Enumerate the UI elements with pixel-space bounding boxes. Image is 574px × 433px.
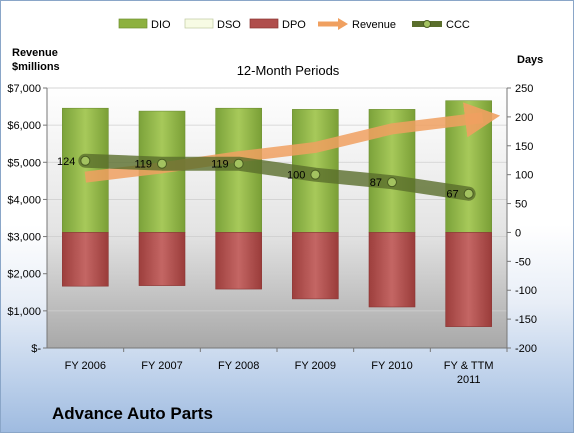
x-tick-label: FY 2009 — [295, 360, 336, 372]
axes: $- $1,000 $2,000 $3,000 $4,000 $5,000 $6,000 $7… — [7, 83, 537, 386]
bar-dpo — [138, 232, 186, 286]
bar-dpo — [292, 232, 339, 300]
left-tick-label: $6,000 — [7, 120, 41, 132]
legend-swatch — [249, 18, 279, 29]
ccc-data-label: 119 — [134, 159, 152, 171]
legend: DIO DSO DPO Revenue CCC — [118, 18, 470, 31]
right-tick-label: 200 — [515, 112, 533, 124]
x-tick-label: FY 2008 — [218, 360, 259, 372]
legend-swatch — [338, 18, 348, 30]
bar-dpo — [368, 232, 416, 308]
legend-swatch — [184, 18, 214, 29]
x-tick-label: FY 2006 — [65, 360, 106, 372]
ccc-data-label: 119 — [211, 159, 229, 171]
company-name: Advance Auto Parts — [52, 404, 213, 423]
legend-label: DSO — [217, 19, 241, 31]
ccc-data-label: 67 — [446, 189, 458, 201]
bar-dpo — [215, 232, 262, 290]
left-axis-label-line1: Revenue — [12, 47, 58, 59]
right-axis-label: Days — [517, 54, 543, 66]
right-tick-label: 0 — [515, 227, 521, 239]
left-tick-label: $1,000 — [7, 306, 41, 318]
ccc-point — [310, 169, 321, 180]
right-tick-label: 250 — [515, 83, 533, 95]
x-tick-label: 2011 — [457, 374, 481, 386]
legend-label: CCC — [446, 19, 470, 31]
right-tick-label: -100 — [515, 285, 537, 297]
left-tick-label: $- — [31, 343, 41, 355]
ccc-data-label: 87 — [370, 177, 382, 189]
left-tick-label: $7,000 — [7, 83, 41, 95]
bar-dpo — [62, 232, 109, 287]
right-tick-label: -150 — [515, 314, 537, 326]
ccc-point — [463, 188, 474, 199]
ccc-point — [80, 155, 91, 166]
ccc-point — [387, 177, 397, 188]
ccc-line — [78, 153, 476, 201]
left-axis-label-line2: $millions — [12, 61, 60, 73]
ccc-point — [233, 158, 244, 169]
left-tick-label: $4,000 — [7, 194, 41, 206]
left-tick-label: $5,000 — [7, 157, 41, 169]
ccc-point — [157, 158, 167, 169]
legend-swatch — [118, 18, 148, 29]
left-tick-label: $2,000 — [7, 269, 41, 281]
ccc-data-label: 124 — [57, 156, 75, 168]
left-tick-label: $3,000 — [7, 232, 41, 244]
legend-label: Revenue — [352, 19, 396, 31]
line-series: 124 119 119 100 87 67 — [57, 102, 501, 201]
x-tick-label: FY & TTM — [444, 360, 494, 372]
legend-label: DIO — [151, 19, 171, 31]
legend-label: DPO — [282, 19, 306, 31]
ccc-data-label: 100 — [287, 170, 305, 182]
x-tick-label: FY 2010 — [371, 360, 412, 372]
right-tick-label: 100 — [515, 170, 533, 182]
right-tick-label: 50 — [515, 199, 527, 211]
right-tick-label: -50 — [515, 256, 531, 268]
bar-dpo — [445, 232, 492, 327]
x-tick-label: FY 2007 — [141, 360, 182, 372]
right-tick-label: -200 — [515, 343, 537, 355]
plot-area — [46, 87, 508, 349]
legend-swatch — [423, 20, 431, 28]
right-tick-label: 150 — [515, 141, 533, 153]
chart-title: 12-Month Periods — [237, 63, 340, 78]
